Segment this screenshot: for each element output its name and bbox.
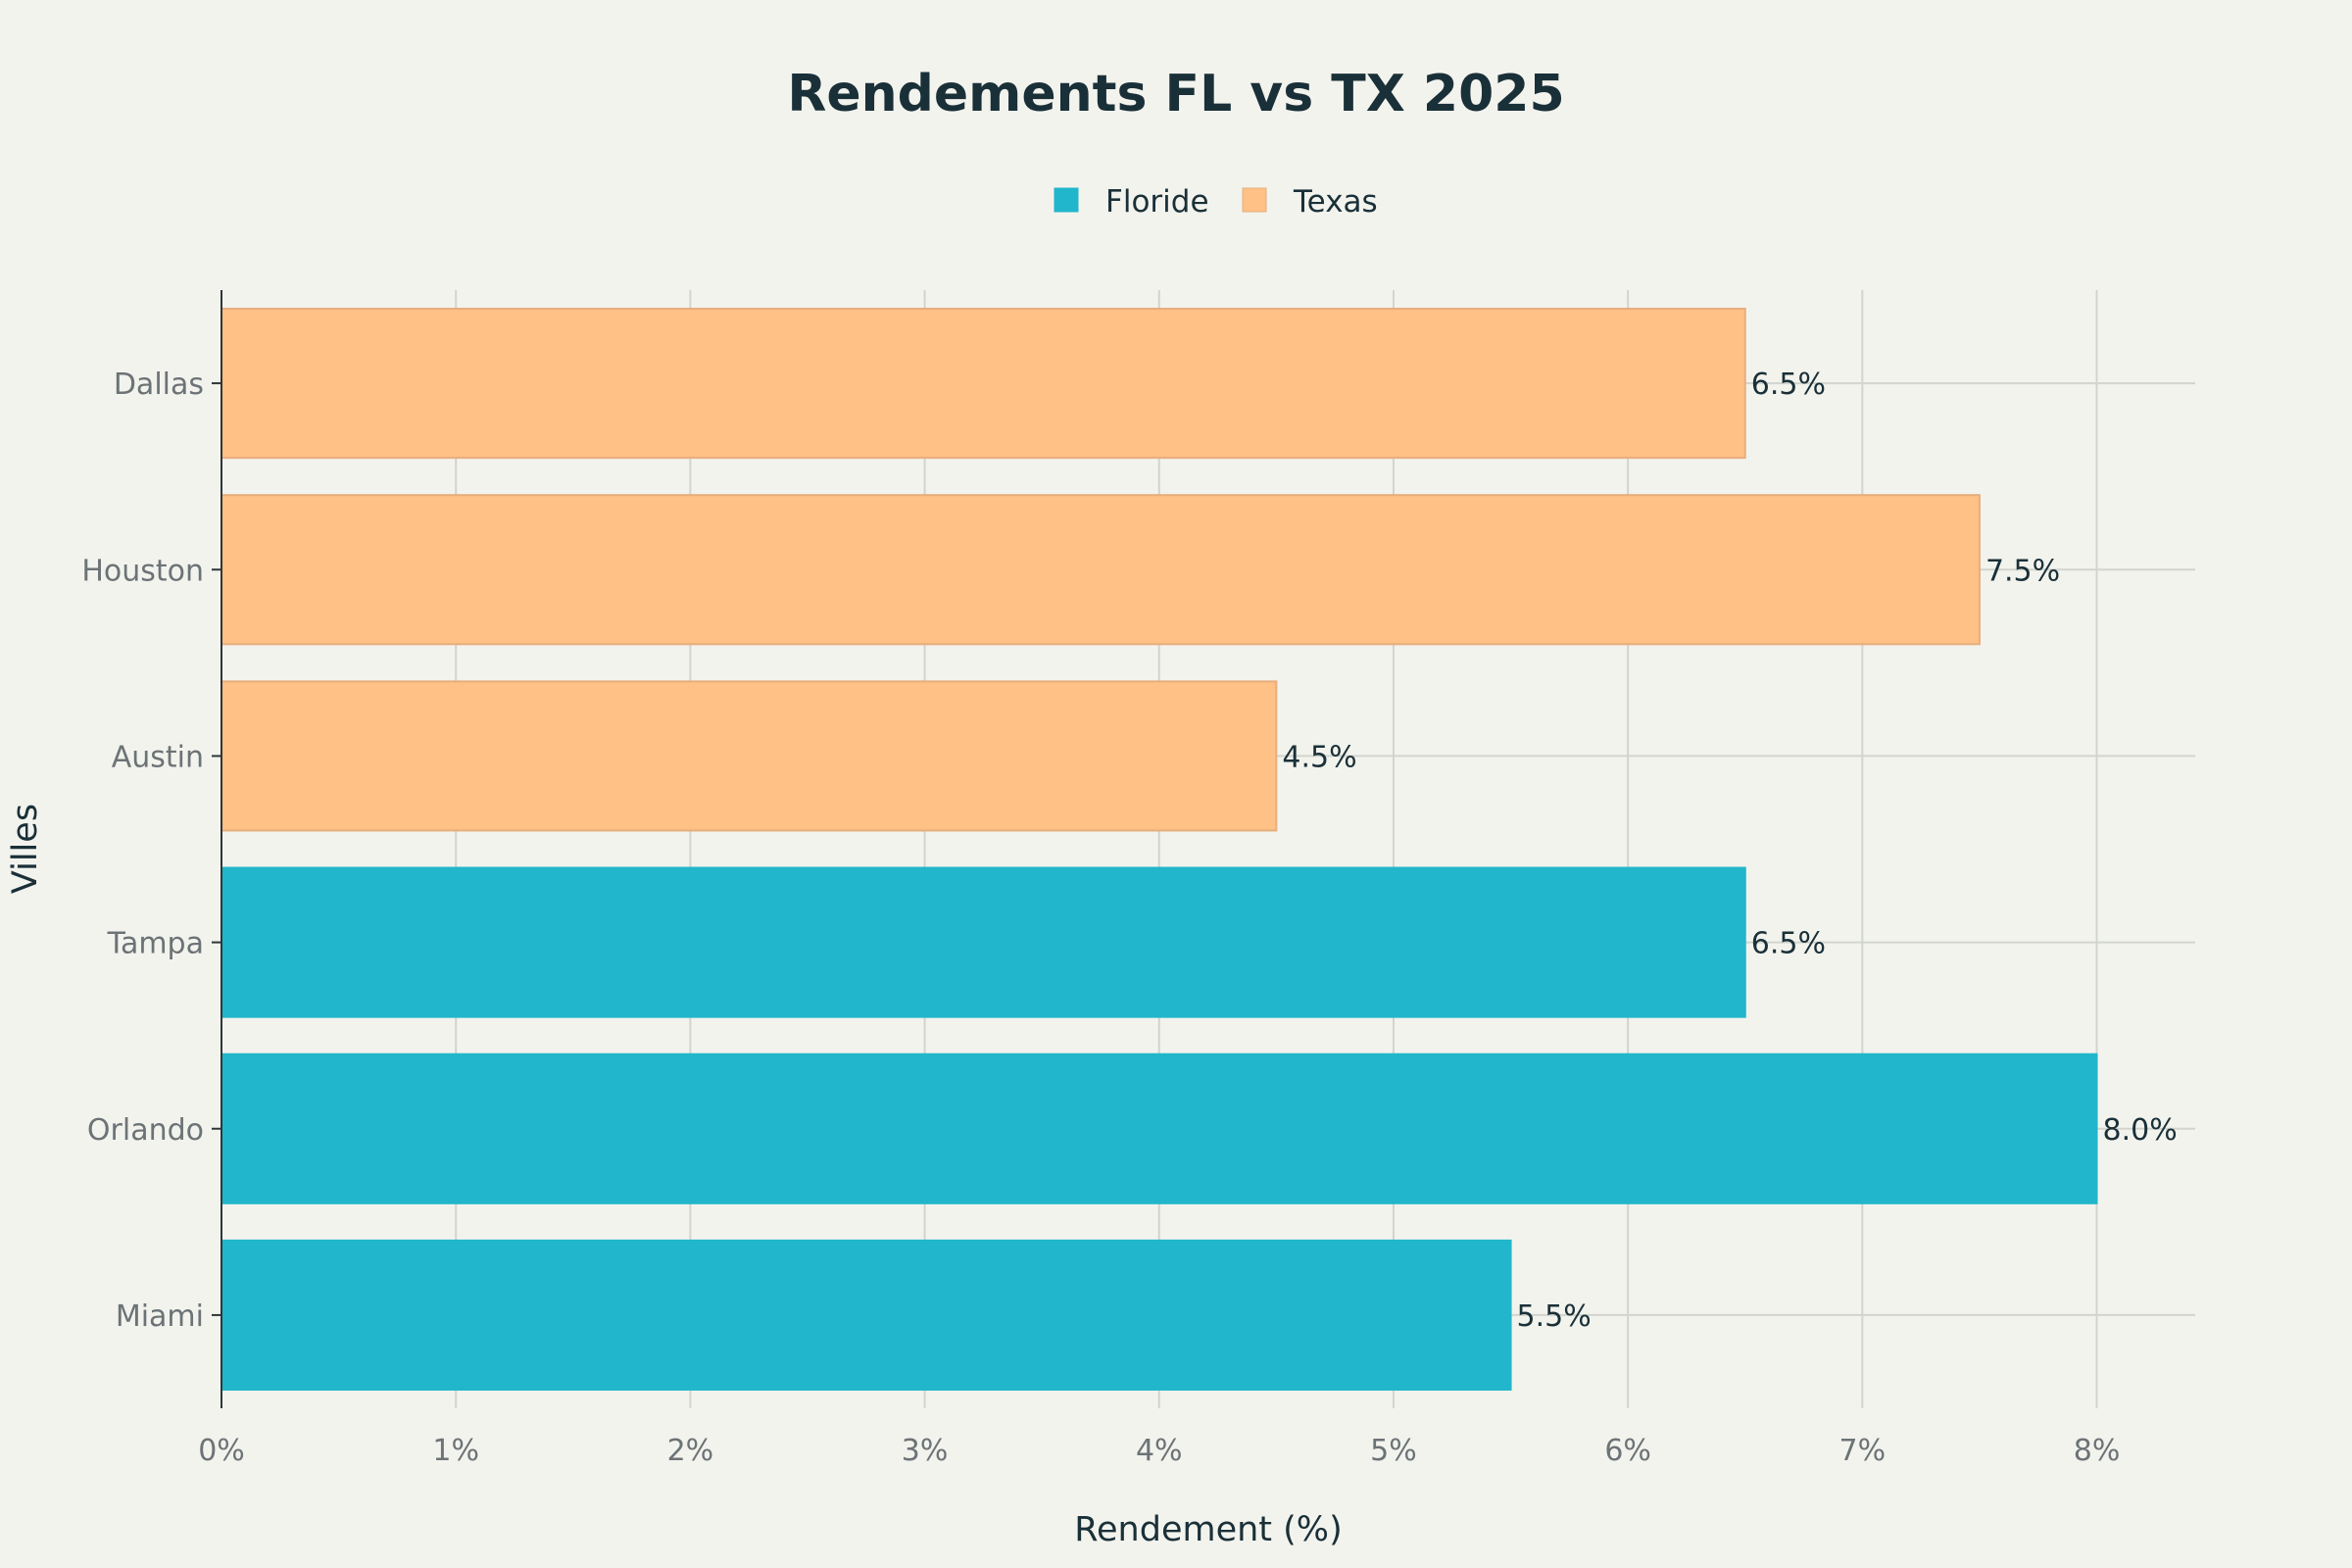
x-axis-ticks: 0% 1% 2% 3% 4% 5% 6% 7% 8% [198, 1434, 2120, 1468]
data-label-orlando: 8.0% [2103, 1113, 2178, 1148]
bars [220, 308, 2098, 1391]
x-tick-label: 6% [1604, 1434, 1651, 1468]
legend-swatch-floride [1054, 187, 1079, 213]
y-tick-label-dallas: Dallas [114, 368, 204, 402]
legend-swatch-texas [1242, 187, 1267, 213]
chart-title: Rendements FL vs TX 2025 [787, 65, 1564, 123]
x-tick-label: 2% [667, 1434, 714, 1468]
x-tick-label: 8% [2074, 1434, 2121, 1468]
bar-orlando [220, 1053, 2098, 1204]
y-axis-title: Villes [6, 804, 45, 894]
y-tick-label-houston: Houston [81, 554, 204, 588]
x-tick-label: 3% [902, 1434, 949, 1468]
y-tick-label-austin: Austin [112, 740, 204, 774]
y-axis-ticks: Miami Orlando Tampa Austin Houston Dallas [81, 368, 221, 1334]
data-label-tampa: 6.5% [1751, 927, 1826, 961]
y-tick-label-miami: Miami [116, 1299, 204, 1334]
x-axis-title: Rendement (%) [1074, 1510, 1342, 1549]
y-tick-label-orlando: Orlando [87, 1113, 204, 1148]
bar-miami [220, 1239, 1512, 1391]
legend-label-floride: Floride [1105, 184, 1209, 220]
bar-dallas [220, 308, 1746, 460]
x-tick-label: 5% [1370, 1434, 1417, 1468]
data-label-houston: 7.5% [1985, 554, 2060, 588]
x-tick-label: 0% [198, 1434, 245, 1468]
data-label-austin: 4.5% [1282, 740, 1356, 774]
x-tick-label: 7% [1839, 1434, 1886, 1468]
x-tick-label: 1% [432, 1434, 479, 1468]
y-tick-label-tampa: Tampa [107, 927, 204, 961]
legend: Floride Texas [1054, 184, 1378, 220]
data-labels: 5.5% 8.0% 6.5% 4.5% 7.5% 6.5% [1282, 368, 2177, 1334]
data-label-miami: 5.5% [1517, 1299, 1592, 1334]
data-label-dallas: 6.5% [1751, 368, 1826, 402]
bar-houston [220, 494, 1981, 646]
x-tick-label: 4% [1136, 1434, 1183, 1468]
bar-tampa [220, 866, 1746, 1018]
legend-label-texas: Texas [1293, 184, 1378, 220]
bar-austin [220, 680, 1278, 832]
